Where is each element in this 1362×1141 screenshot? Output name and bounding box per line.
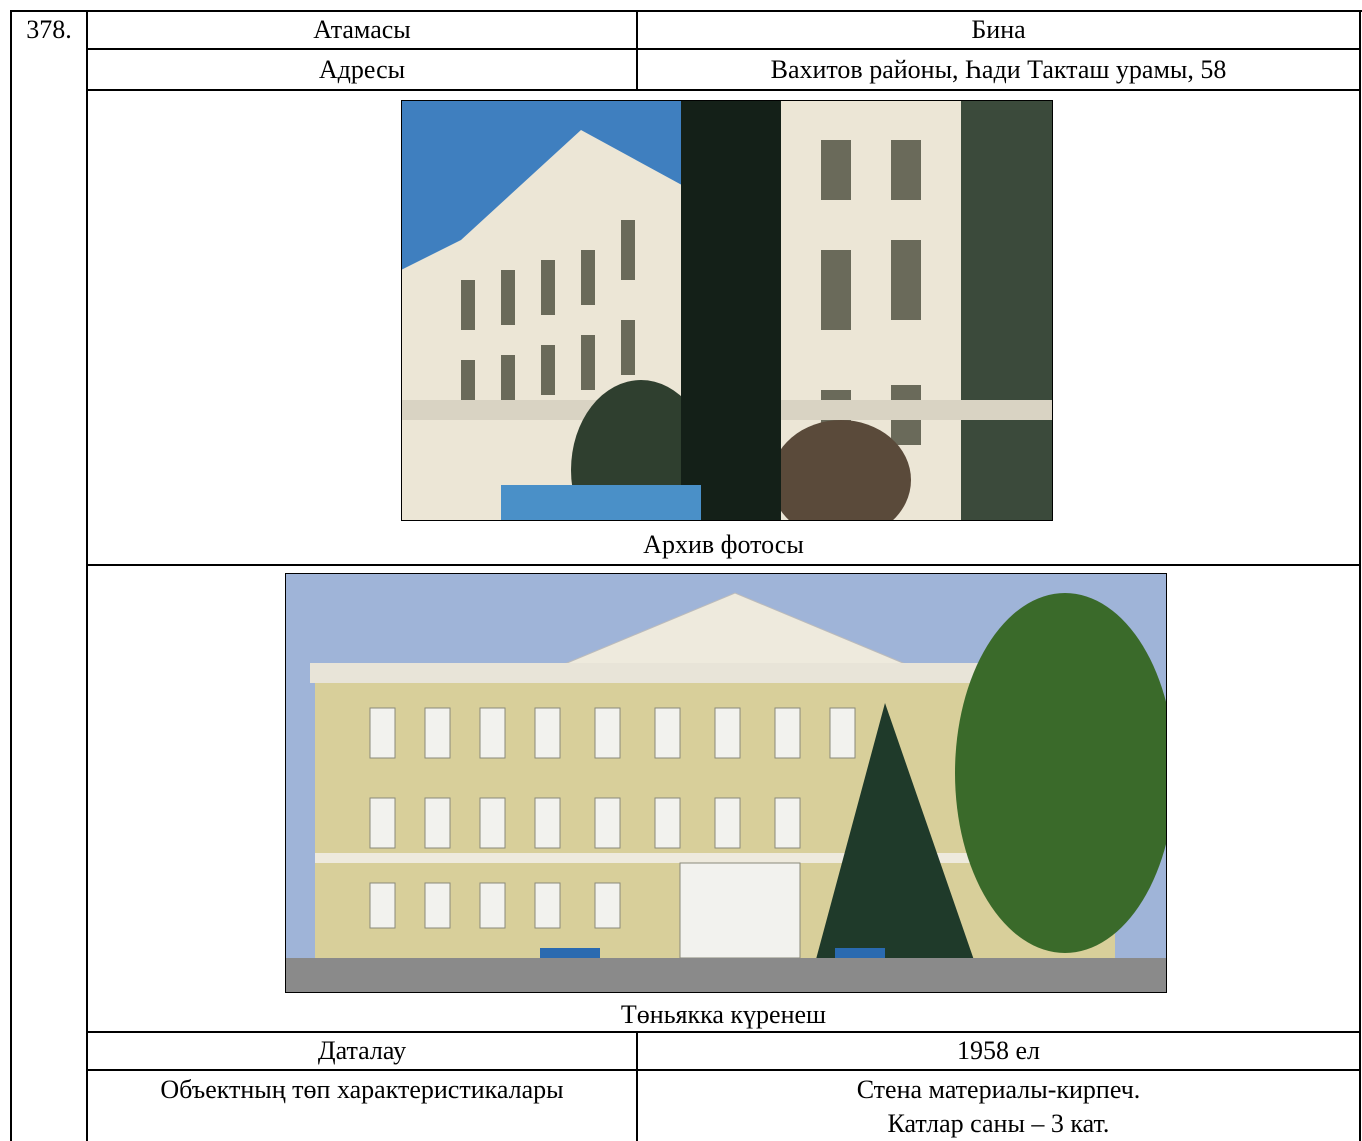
border	[10, 10, 1362, 12]
border	[86, 48, 1361, 50]
value: 1958 ел	[956, 1036, 1040, 1065]
border	[86, 89, 1361, 91]
border	[636, 10, 638, 90]
border	[86, 10, 88, 1141]
photo-caption: Архив фотосы	[643, 530, 804, 559]
archive-photo	[401, 100, 1053, 521]
label: Объектның төп характеристикалары	[160, 1075, 564, 1104]
current-photo	[285, 573, 1167, 993]
border	[86, 1069, 1361, 1071]
value: Бина	[971, 15, 1026, 44]
label: Даталау	[317, 1036, 407, 1065]
entry-number: 378.	[26, 15, 72, 44]
border	[1359, 10, 1361, 1141]
label: Атамасы	[313, 15, 411, 44]
border	[636, 1032, 638, 1141]
border	[86, 564, 1361, 566]
value: Стена материалы-кирпеч.	[856, 1075, 1141, 1104]
value: Вахитов районы, Һади Такташ урамы, 58	[770, 55, 1227, 84]
photo-caption: Төньякка күренеш	[620, 1000, 827, 1029]
value: Катлар саны – 3 кат.	[887, 1109, 1110, 1138]
border	[10, 10, 12, 1141]
label: Адресы	[318, 55, 406, 84]
border	[86, 1031, 1361, 1033]
